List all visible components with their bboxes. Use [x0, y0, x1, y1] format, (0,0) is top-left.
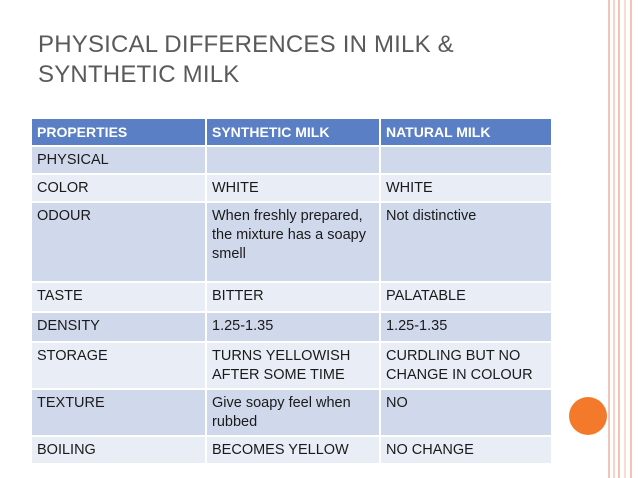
table-row: TEXTURE Give soapy feel when rubbed NO — [32, 389, 553, 437]
table-cell: BITTER — [206, 282, 381, 313]
slide-title: PHYSICAL DIFFERENCES IN MILK & SYNTHETIC… — [38, 31, 454, 88]
table-cell: When freshly prepared, the mixture has a… — [206, 202, 381, 283]
table-cell: TURNS YELLOWISH AFTER SOME TIME — [206, 342, 381, 390]
table-cell: WHITE — [380, 174, 553, 203]
table-row: PHYSICAL — [32, 146, 553, 175]
table-cell: WHITE — [206, 174, 381, 203]
comparison-table: PROPERTIES SYNTHETIC MILK NATURAL MILK P… — [32, 119, 553, 465]
table-cell — [206, 146, 381, 175]
decorative-line — [630, 0, 632, 478]
table-cell: Give soapy feel when rubbed — [206, 389, 381, 437]
decorative-line — [613, 0, 615, 478]
table-cell — [380, 146, 553, 175]
table-cell: COLOR — [32, 174, 207, 203]
table-cell: TASTE — [32, 282, 207, 313]
table-row: COLOR WHITE WHITE — [32, 174, 553, 203]
table-cell: PALATABLE — [380, 282, 553, 313]
table-cell: NO CHANGE — [380, 436, 553, 465]
decorative-line — [608, 0, 610, 478]
table-header-row: PROPERTIES SYNTHETIC MILK NATURAL MILK — [32, 119, 553, 147]
table-cell: 1.25-1.35 — [206, 312, 381, 343]
table-row: TASTE BITTER PALATABLE — [32, 282, 553, 313]
table-cell: BECOMES YELLOW — [206, 436, 381, 465]
table-cell: Not distinctive — [380, 202, 553, 283]
decorative-circle — [569, 397, 607, 435]
table-cell: ODOUR — [32, 202, 207, 283]
table-cell: PHYSICAL — [32, 146, 207, 175]
table-row: STORAGE TURNS YELLOWISH AFTER SOME TIME … — [32, 342, 553, 390]
table-cell: DENSITY — [32, 312, 207, 343]
column-header: SYNTHETIC MILK — [206, 119, 381, 147]
table-cell: BOILING — [32, 436, 207, 465]
column-header: NATURAL MILK — [380, 119, 553, 147]
decorative-line — [618, 0, 620, 478]
column-header: PROPERTIES — [32, 119, 207, 147]
table-row: BOILING BECOMES YELLOW NO CHANGE — [32, 436, 553, 465]
table-cell: STORAGE — [32, 342, 207, 390]
decorative-line — [624, 0, 626, 478]
table-cell: 1.25-1.35 — [380, 312, 553, 343]
table-cell: CURDLING BUT NO CHANGE IN COLOUR — [380, 342, 553, 390]
table-cell: NO — [380, 389, 553, 437]
table-cell: TEXTURE — [32, 389, 207, 437]
table-row: DENSITY 1.25-1.35 1.25-1.35 — [32, 312, 553, 343]
table-row: ODOUR When freshly prepared, the mixture… — [32, 202, 553, 283]
